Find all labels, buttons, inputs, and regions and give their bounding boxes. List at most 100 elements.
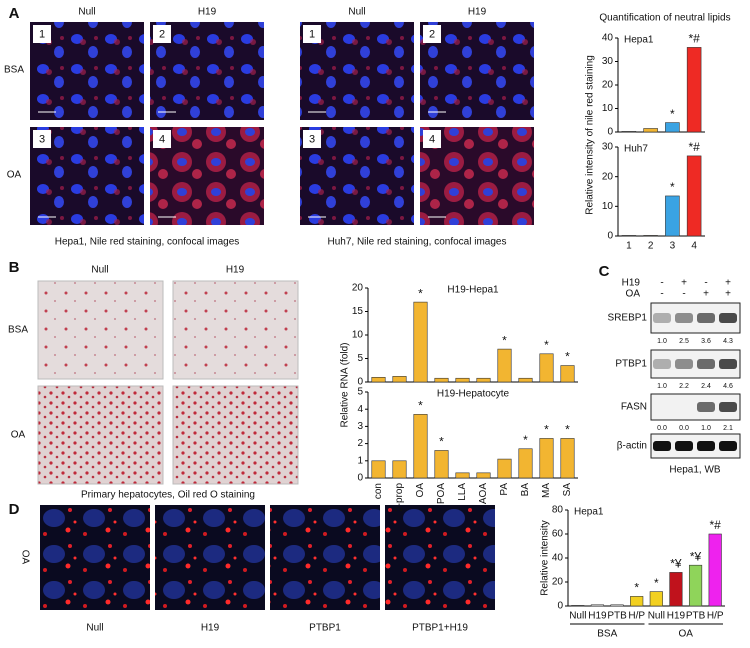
- condition-sign: -: [660, 278, 663, 289]
- blot-band: [653, 359, 671, 369]
- bar: [643, 235, 658, 237]
- column-label: H19: [226, 265, 245, 276]
- bar: [518, 377, 533, 383]
- y-axis-label: Relative RNA (fold): [340, 342, 351, 427]
- y-tick-label: 0: [557, 601, 563, 612]
- number-box: [153, 25, 171, 43]
- micrograph: [385, 505, 495, 610]
- column-label: Null: [78, 7, 95, 18]
- band-ratio: 0.0: [657, 425, 667, 432]
- number-box: [33, 25, 51, 43]
- bar: [669, 572, 683, 607]
- y-tick-label: 0: [357, 473, 363, 484]
- column-label: PTBP1: [309, 623, 341, 634]
- x-tick-label: 1: [626, 241, 632, 252]
- y-tick-label: 5: [357, 387, 363, 398]
- panel-letter: D: [9, 501, 20, 518]
- blot-band: [697, 359, 715, 369]
- bar: [539, 353, 554, 383]
- annotation: *: [502, 333, 507, 347]
- annotation: *: [418, 399, 423, 413]
- column-label: H19: [201, 623, 220, 634]
- caption: Huh7, Nile red staining, confocal images: [328, 237, 507, 248]
- row-label: OA: [19, 550, 30, 565]
- band-ratio: 2.5: [679, 338, 689, 345]
- blot-band: [719, 402, 737, 412]
- image-number: 3: [39, 133, 45, 145]
- column-label: Null: [91, 265, 108, 276]
- panel-letter: C: [599, 263, 610, 280]
- y-tick-label: 0: [607, 231, 613, 242]
- group-label: BSA: [597, 629, 617, 640]
- bar: [571, 605, 585, 607]
- number-box: [303, 130, 321, 148]
- band-ratio: 2.4: [701, 383, 711, 390]
- bar: [434, 377, 449, 383]
- annotation: *: [654, 576, 659, 590]
- image-number: 1: [309, 28, 315, 40]
- number-box: [423, 130, 441, 148]
- y-tick-label: 0: [607, 127, 613, 138]
- x-tick-label: con: [373, 483, 384, 499]
- micrograph: [172, 280, 299, 380]
- bar: [688, 564, 703, 607]
- blot-label: SREBP1: [608, 313, 648, 324]
- x-tick-label: H19: [667, 611, 686, 622]
- band-ratio: 0.0: [679, 425, 689, 432]
- bar: [590, 604, 605, 607]
- x-tick-label: 2-prop: [394, 483, 405, 512]
- annotation: *#: [710, 518, 722, 532]
- annotation: *: [544, 423, 549, 437]
- bar: [455, 377, 470, 383]
- x-tick-label: H/P: [707, 611, 724, 622]
- blot-band: [675, 313, 693, 323]
- y-tick-label: 10: [352, 330, 364, 341]
- annotation: *¥: [670, 557, 682, 571]
- condition-sign: +: [703, 289, 709, 300]
- condition-sign: +: [725, 289, 731, 300]
- bar: [434, 450, 449, 479]
- x-tick-label: LLA: [457, 483, 468, 501]
- bar: [371, 376, 386, 383]
- column-label: Null: [86, 623, 103, 634]
- bar: [413, 301, 428, 383]
- condition-label: H19: [622, 278, 641, 289]
- image-number: 2: [429, 28, 435, 40]
- chart-title: H19-Hepa1: [447, 285, 499, 296]
- bar: [392, 460, 407, 479]
- bar: [539, 438, 554, 479]
- band-ratio: 4.6: [723, 383, 733, 390]
- blot-label: β-actin: [617, 441, 647, 452]
- annotation: *: [670, 180, 675, 194]
- blot-band: [697, 313, 715, 323]
- bar: [665, 195, 680, 237]
- condition-sign: -: [660, 289, 663, 300]
- bar: [455, 472, 470, 479]
- x-tick-label: AOA: [478, 483, 489, 504]
- annotation: *: [544, 338, 549, 352]
- y-tick-label: 20: [352, 283, 364, 294]
- bar: [497, 348, 512, 383]
- row-label: OA: [7, 170, 22, 181]
- image-number: 1: [39, 28, 45, 40]
- x-tick-label: H19: [588, 611, 607, 622]
- x-tick-label: 2: [648, 241, 654, 252]
- chart-title: Huh7: [624, 144, 648, 155]
- condition-sign: -: [682, 289, 685, 300]
- x-tick-label: Null: [569, 611, 586, 622]
- bar: [476, 472, 491, 479]
- annotation: *: [670, 107, 675, 121]
- bar: [518, 448, 533, 479]
- number-box: [33, 130, 51, 148]
- y-tick-label: 40: [552, 553, 564, 564]
- x-tick-label: MA: [541, 483, 552, 498]
- y-axis-label: Relative intensity: [540, 520, 551, 596]
- blot-band: [697, 441, 715, 451]
- y-axis-label: Relative intensity of nile red staining: [585, 55, 596, 215]
- x-tick-label: Null: [648, 611, 665, 622]
- annotation: *: [565, 423, 570, 437]
- x-tick-label: BA: [520, 483, 531, 497]
- band-ratio: 3.6: [701, 338, 711, 345]
- image-number: 4: [429, 133, 435, 145]
